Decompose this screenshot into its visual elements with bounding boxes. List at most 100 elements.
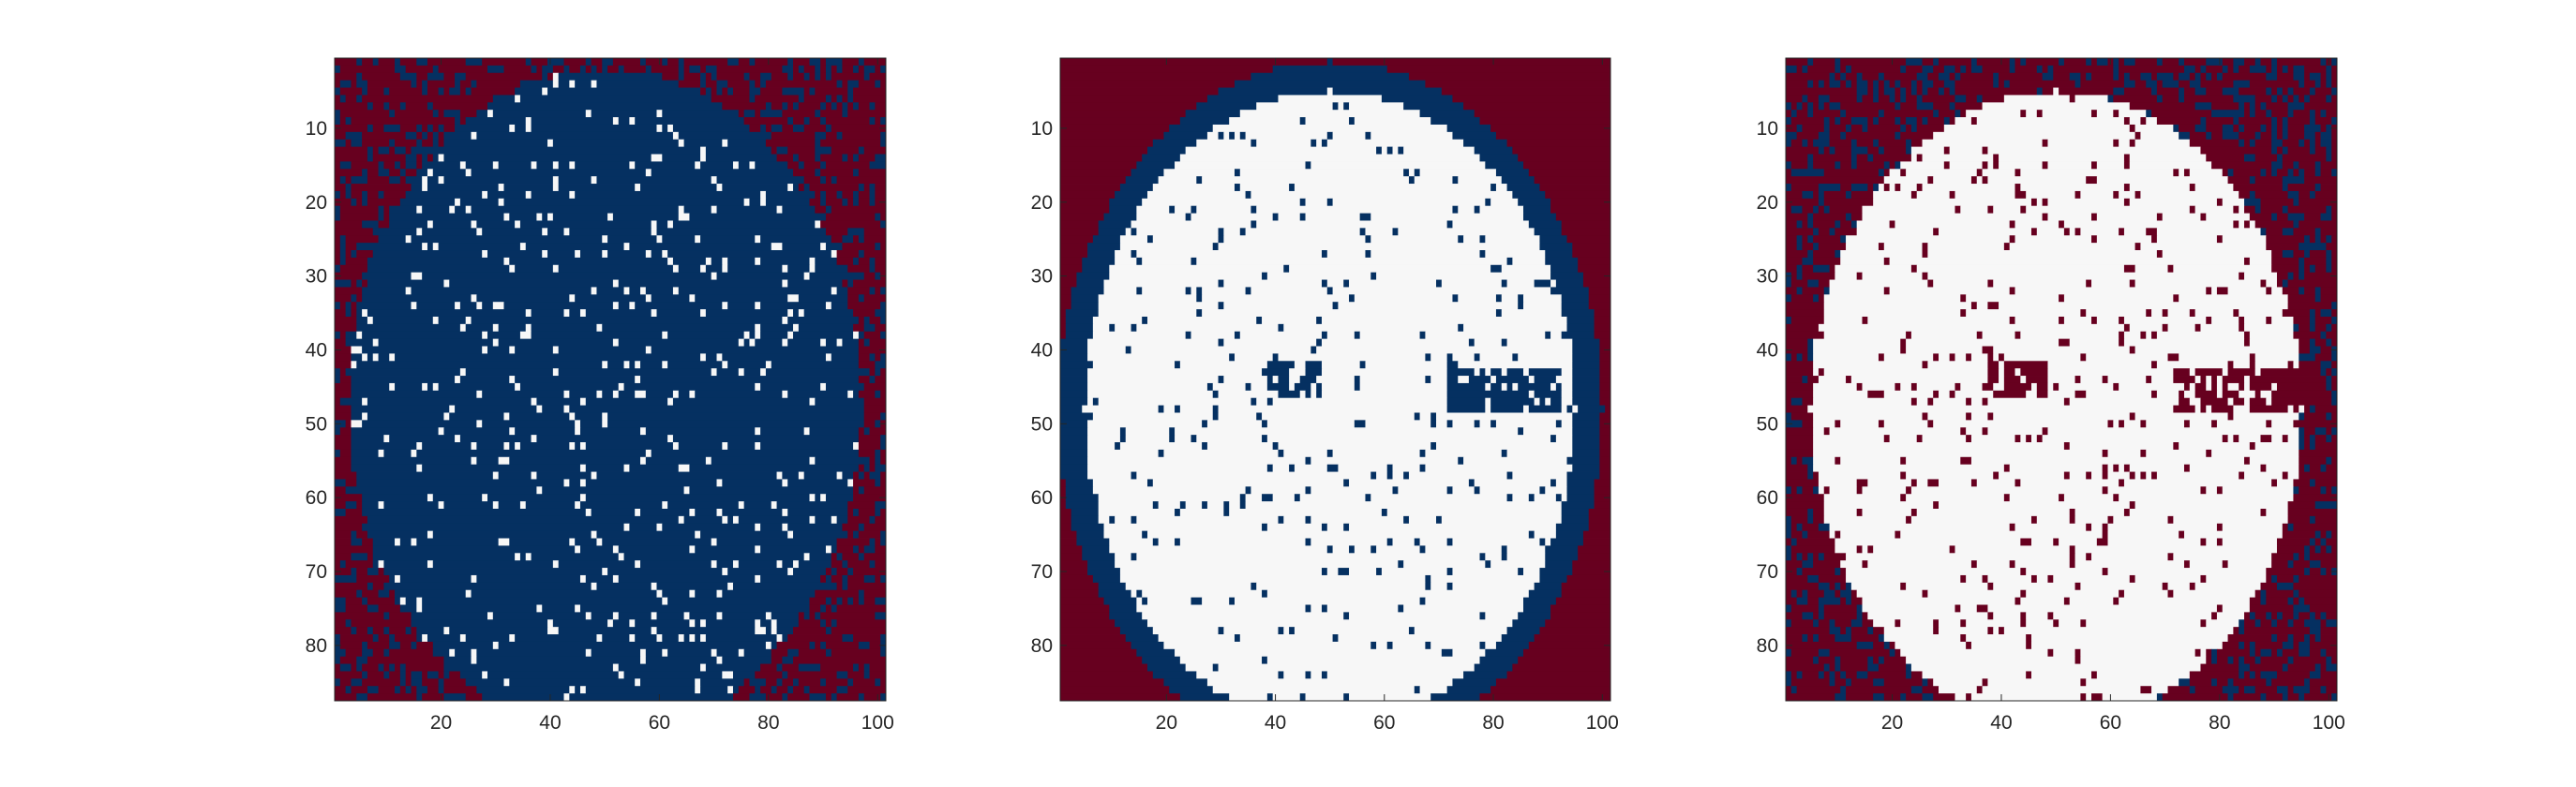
heatmap-cell bbox=[465, 72, 543, 82]
heatmap-cell bbox=[449, 412, 504, 421]
heatmap-cell bbox=[362, 663, 379, 672]
heatmap-cell bbox=[667, 435, 674, 443]
heatmap-cell bbox=[1468, 376, 1491, 384]
heatmap-cell bbox=[1136, 553, 1480, 561]
heatmap-cell bbox=[1185, 287, 1191, 295]
heatmap-cell bbox=[519, 80, 554, 88]
heatmap-cell bbox=[1278, 442, 1431, 451]
heatmap-cell bbox=[1305, 161, 1311, 170]
heatmap-cell bbox=[1060, 228, 1100, 236]
heatmap-cell bbox=[2134, 501, 2288, 510]
heatmap-cell bbox=[2244, 58, 2256, 67]
heatmap-cell bbox=[1485, 250, 1546, 259]
heatmap-cell bbox=[1545, 545, 1579, 554]
heatmap-cell bbox=[2222, 65, 2228, 74]
heatmap-cell bbox=[782, 523, 788, 532]
heatmap-cell bbox=[1878, 243, 1885, 251]
heatmap-cell bbox=[2069, 515, 2075, 525]
heatmap-cell bbox=[2183, 464, 2191, 472]
heatmap-cell bbox=[771, 648, 788, 658]
heatmap-cell bbox=[1829, 139, 1852, 148]
heatmap-cell bbox=[438, 678, 444, 687]
heatmap-cell bbox=[1572, 250, 1611, 259]
heatmap-cell bbox=[645, 427, 756, 436]
heatmap-cell bbox=[683, 139, 723, 148]
heatmap-cell bbox=[1796, 538, 1835, 546]
heatmap-cell bbox=[858, 250, 865, 259]
heatmap-cell bbox=[793, 184, 800, 192]
heatmap-cell bbox=[1856, 382, 1863, 392]
heatmap-cell bbox=[1251, 190, 1513, 200]
heatmap-cell bbox=[1906, 656, 2075, 664]
heatmap-cell bbox=[1850, 589, 1858, 599]
heatmap-cell bbox=[629, 619, 636, 628]
heatmap-cell bbox=[623, 361, 630, 369]
heatmap-cell bbox=[1790, 397, 1803, 406]
heatmap-cell bbox=[345, 250, 352, 259]
heatmap-cell bbox=[847, 95, 854, 103]
heatmap-cell bbox=[1425, 545, 1503, 554]
heatmap-cell bbox=[416, 80, 423, 88]
heatmap-cell bbox=[1474, 338, 1503, 347]
heatmap-cell bbox=[1802, 523, 1820, 532]
heatmap-cell bbox=[2304, 72, 2311, 82]
heatmap-cell bbox=[1239, 331, 1323, 340]
heatmap-cell bbox=[416, 161, 423, 170]
heatmap-cell bbox=[645, 294, 652, 303]
heatmap-cell bbox=[640, 376, 860, 384]
heatmap-cell bbox=[1823, 302, 1972, 310]
heatmap-cell bbox=[465, 678, 504, 687]
heatmap-cell bbox=[2020, 538, 2032, 546]
heatmap-cell bbox=[1999, 72, 2044, 82]
heatmap-cell bbox=[552, 176, 560, 185]
heatmap-cell bbox=[383, 124, 401, 133]
heatmap-cell bbox=[492, 323, 500, 333]
heatmap-cell bbox=[1506, 382, 1513, 392]
heatmap-cell bbox=[776, 619, 800, 628]
heatmap-cell bbox=[351, 464, 417, 472]
heatmap-cell bbox=[1485, 397, 1491, 406]
heatmap-cell bbox=[1873, 117, 1880, 126]
heatmap-cell bbox=[2053, 538, 2059, 546]
heatmap-cell bbox=[1982, 161, 1988, 170]
heatmap-cell bbox=[432, 648, 450, 658]
heatmap-cell bbox=[351, 279, 357, 288]
heatmap-cell bbox=[1862, 597, 2015, 605]
heatmap-cell bbox=[2249, 102, 2256, 111]
heatmap-cell bbox=[1927, 243, 2005, 251]
heatmap-cell bbox=[2314, 139, 2321, 148]
heatmap-cell bbox=[2162, 250, 2272, 259]
heatmap-cell bbox=[362, 508, 587, 517]
heatmap-cell bbox=[1786, 235, 1798, 244]
heatmap-cell bbox=[2254, 656, 2261, 664]
heatmap-cell bbox=[2304, 213, 2321, 221]
heatmap-cell bbox=[411, 235, 603, 244]
heatmap-cell bbox=[842, 582, 848, 591]
heatmap-cell bbox=[2299, 471, 2338, 480]
heatmap-cell bbox=[2080, 648, 2196, 658]
heatmap-cell bbox=[782, 663, 800, 672]
heatmap-cell bbox=[880, 412, 887, 421]
heatmap-cell bbox=[515, 264, 554, 274]
heatmap-cell bbox=[2129, 139, 2135, 148]
x-tick-label: 40 bbox=[1265, 712, 1286, 734]
heatmap-cell bbox=[367, 693, 417, 702]
heatmap-cell bbox=[378, 604, 401, 613]
heatmap-cell bbox=[356, 72, 363, 82]
heatmap-cell bbox=[356, 627, 368, 635]
heatmap-cell bbox=[351, 309, 357, 318]
heatmap-cell bbox=[362, 95, 494, 103]
heatmap-cell bbox=[465, 87, 472, 96]
heatmap-cell bbox=[2249, 604, 2294, 613]
heatmap-cell bbox=[2123, 420, 2141, 428]
heatmap-cell bbox=[1485, 368, 1491, 377]
heatmap-cell bbox=[787, 479, 848, 487]
heatmap-cell bbox=[2314, 87, 2332, 96]
heatmap-cell bbox=[1927, 397, 1934, 406]
heatmap-cell bbox=[732, 87, 750, 96]
heatmap-cell bbox=[2299, 693, 2305, 702]
heatmap-cell bbox=[2119, 58, 2125, 67]
heatmap-cell bbox=[362, 501, 379, 510]
heatmap-cell bbox=[389, 87, 423, 96]
heatmap-cell bbox=[1490, 397, 1535, 406]
